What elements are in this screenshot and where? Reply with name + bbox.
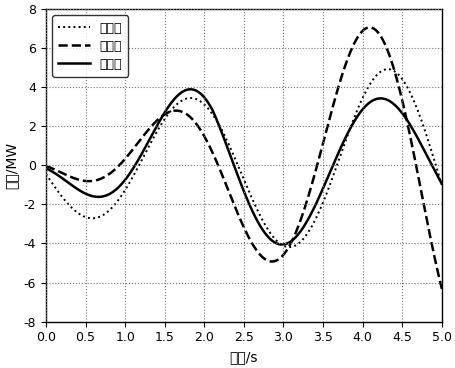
玉墨线 (338, 144, 344, 148)
玉墨线 (280, 242, 286, 247)
厂和线 (194, 123, 199, 127)
玉墨线 (194, 89, 200, 93)
玉墨线 (438, 181, 444, 186)
厂和线 (300, 210, 305, 214)
Line: 厂七线: 厂七线 (46, 69, 441, 247)
厂七线 (43, 172, 49, 176)
玉墨线 (368, 99, 374, 103)
玉墨线 (43, 166, 49, 171)
厂和线 (115, 164, 120, 169)
厂七线 (286, 245, 291, 250)
厂和线 (280, 253, 285, 257)
厂和线 (366, 25, 372, 29)
厂七线 (438, 183, 444, 187)
厂七线 (368, 79, 374, 84)
Y-axis label: 有功/MW: 有功/MW (4, 142, 18, 189)
Legend: 厂七线, 厂和线, 玉墨线: 厂七线, 厂和线, 玉墨线 (52, 15, 128, 77)
Line: 厂和线: 厂和线 (46, 27, 441, 289)
Line: 玉墨线: 玉墨线 (46, 89, 441, 244)
厂和线 (338, 75, 344, 79)
厂七线 (280, 244, 285, 248)
厂七线 (300, 237, 306, 241)
厂七线 (338, 151, 344, 155)
厂七线 (384, 67, 390, 71)
玉墨线 (115, 186, 120, 190)
厂七线 (115, 198, 120, 203)
X-axis label: 时间/s: 时间/s (229, 350, 258, 364)
玉墨线 (278, 242, 284, 247)
厂七线 (194, 97, 199, 102)
玉墨线 (300, 225, 306, 229)
厂和线 (368, 25, 374, 30)
玉墨线 (187, 87, 193, 92)
厂和线 (438, 287, 444, 291)
厂和线 (43, 164, 49, 168)
